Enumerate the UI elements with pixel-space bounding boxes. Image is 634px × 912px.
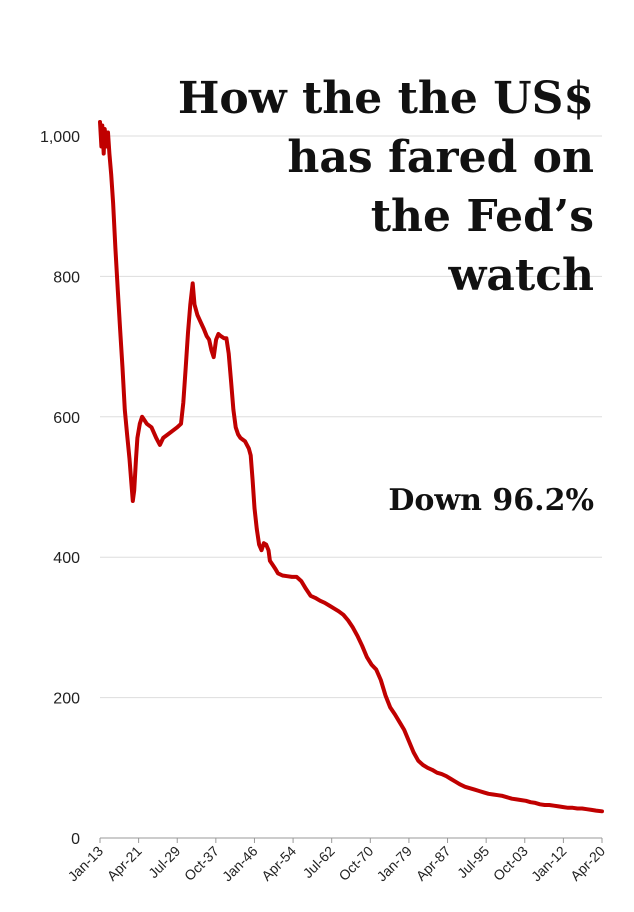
x-tick-label: Apr-54	[258, 843, 299, 884]
x-tick-label: Jan-79	[373, 843, 415, 885]
chart-title-line: has fared on	[287, 132, 594, 183]
x-tick-label: Jan-12	[528, 843, 570, 885]
x-tick-label: Jan-13	[65, 843, 107, 885]
y-tick-label: 0	[71, 831, 80, 848]
series-layer	[98, 120, 604, 814]
y-tick-label: 400	[53, 550, 80, 567]
x-tick-label: Jul-29	[145, 843, 183, 881]
y-tick-label: 200	[53, 691, 80, 708]
y-tick-label: 800	[53, 269, 80, 286]
y-tick-labels: 0 200 400 600 800 1,000	[40, 129, 80, 848]
x-tick-label: Jan-46	[219, 843, 261, 885]
decline-annotation: Down 96.2%	[388, 483, 594, 518]
chart-title-line: How the the US$	[178, 73, 594, 124]
y-tick-label: 1,000	[40, 129, 80, 146]
x-tick-label: Oct-70	[335, 843, 376, 884]
x-tick-label: Oct-37	[181, 843, 222, 884]
x-tick-label: Jul-62	[300, 843, 338, 881]
x-tick-label: Apr-87	[413, 843, 454, 884]
series-line	[98, 120, 604, 814]
chart-title-line: the Fed’s	[371, 191, 594, 242]
axes	[99, 837, 603, 843]
chart-title-line: watch	[448, 250, 595, 301]
x-tick-label: Apr-20	[567, 843, 608, 884]
x-tick-label: Jul-95	[454, 843, 492, 881]
chart-title: How the the US$ has fared on the Fed’s watc…	[178, 73, 594, 301]
y-tick-label: 600	[53, 410, 80, 427]
x-tick-label: Oct-03	[490, 843, 531, 884]
x-tick-label: Apr-21	[104, 843, 145, 884]
